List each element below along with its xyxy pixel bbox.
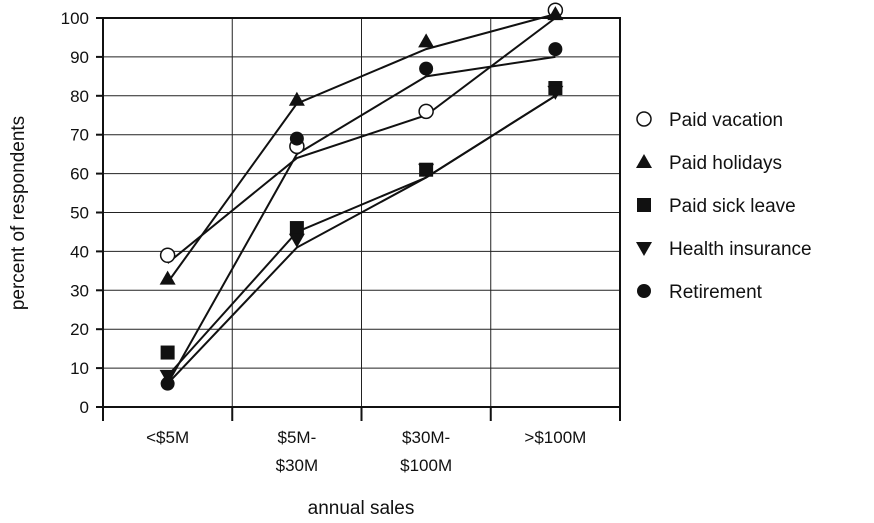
legend-marker-paid-sick-leave bbox=[637, 198, 651, 212]
data-markers bbox=[159, 2, 564, 391]
legend-label: Paid holidays bbox=[669, 153, 782, 174]
point-paid-holidays bbox=[418, 33, 435, 48]
x-tick-label: >$100M bbox=[524, 428, 586, 447]
point-paid-vacation bbox=[418, 103, 434, 120]
y-axis-title: percent of respondents bbox=[8, 116, 29, 310]
series-lines bbox=[166, 13, 556, 385]
y-tick-label: 0 bbox=[80, 398, 89, 417]
point-paid-holidays bbox=[547, 6, 564, 21]
point-health-insurance bbox=[547, 85, 564, 100]
y-tick-label: 70 bbox=[70, 126, 89, 145]
legend-label: Paid sick leave bbox=[669, 196, 796, 217]
point-retirement bbox=[160, 376, 175, 391]
legend-item-paid-sick-leave: Paid sick leave bbox=[637, 196, 796, 217]
y-tick-label: 50 bbox=[70, 204, 89, 223]
y-tick-label: 40 bbox=[70, 242, 89, 261]
legend-item-retirement: Retirement bbox=[637, 282, 763, 303]
legend-item-health-insurance: Health insurance bbox=[636, 239, 812, 260]
point-paid-vacation bbox=[159, 247, 176, 264]
y-tick-label: 20 bbox=[70, 320, 89, 339]
point-health-insurance bbox=[288, 233, 305, 248]
y-tick-label: 90 bbox=[70, 48, 89, 67]
y-tick-label: 10 bbox=[70, 359, 89, 378]
y-axis-ticks: 0 10 20 30 40 50 60 70 80 90 100 bbox=[61, 9, 103, 417]
point-retirement bbox=[548, 42, 563, 57]
x-tick-label: <$5M bbox=[146, 428, 189, 447]
y-tick-label: 80 bbox=[70, 87, 89, 106]
y-tick-label: 60 bbox=[70, 165, 89, 184]
point-paid-sick-leave bbox=[160, 345, 175, 360]
series-line-paid-holidays bbox=[166, 13, 556, 284]
point-paid-sick-leave bbox=[289, 221, 304, 236]
point-paid-holidays bbox=[159, 270, 176, 285]
series-line-retirement bbox=[166, 55, 556, 385]
legend-label: Retirement bbox=[669, 282, 763, 303]
x-tick-label: $30M-$100M bbox=[400, 428, 452, 475]
legend-marker-health-insurance bbox=[636, 242, 652, 256]
point-retirement bbox=[419, 61, 434, 76]
legend-label: Paid vacation bbox=[669, 110, 783, 131]
y-tick-label: 30 bbox=[70, 281, 89, 300]
legend: Paid vacation Paid holidays Paid sick leav… bbox=[636, 110, 812, 303]
legend-item-paid-vacation: Paid vacation bbox=[636, 110, 783, 131]
point-health-insurance bbox=[418, 163, 435, 178]
x-axis-ticks: <$5M $5M-$30M $30M-$100M >$100M bbox=[102, 407, 621, 475]
point-retirement bbox=[289, 131, 304, 146]
legend-item-paid-holidays: Paid holidays bbox=[636, 153, 782, 174]
legend-marker-paid-vacation bbox=[636, 111, 652, 127]
legend-marker-paid-holidays bbox=[636, 154, 652, 168]
series-line-health-insurance bbox=[166, 94, 556, 385]
point-paid-holidays bbox=[288, 91, 305, 106]
legend-label: Health insurance bbox=[669, 239, 812, 260]
legend-marker-retirement bbox=[637, 284, 651, 298]
y-tick-label: 100 bbox=[61, 9, 89, 28]
x-tick-label: $5M-$30M bbox=[276, 428, 319, 475]
x-axis-title: annual sales bbox=[308, 498, 415, 519]
